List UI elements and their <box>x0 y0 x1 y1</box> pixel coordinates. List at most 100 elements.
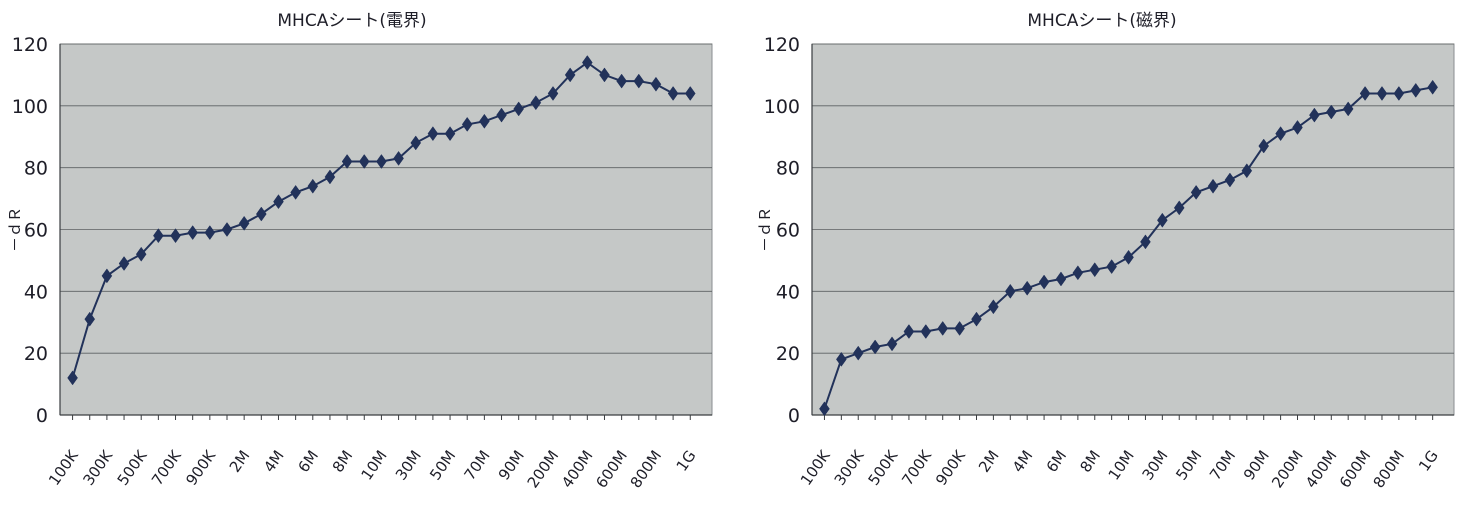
x-tick-label: 200M <box>524 447 563 491</box>
x-tick-label: 500K <box>114 446 151 489</box>
chart-title: MHCAシート(電界) <box>277 11 426 31</box>
data-point <box>1376 86 1388 101</box>
y-tick-label: 60 <box>776 220 800 242</box>
data-point <box>84 311 96 327</box>
data-point <box>496 107 507 123</box>
data-point <box>67 370 78 386</box>
x-tick-label: 2M <box>975 447 1003 476</box>
data-point <box>667 86 679 101</box>
y-tick-label: 120 <box>764 34 800 56</box>
data-point <box>290 184 301 200</box>
x-tick-label: 1G <box>1415 447 1442 475</box>
data-point <box>341 154 353 169</box>
x-tick-label: 200M <box>1268 447 1307 491</box>
data-point <box>582 55 593 70</box>
x-tick-label: 10M <box>1105 447 1138 484</box>
x-tick-label: 600M <box>1336 447 1375 491</box>
data-point <box>937 321 949 336</box>
x-tick-label: 2M <box>226 447 254 476</box>
x-tick-label: 4M <box>1009 447 1037 476</box>
data-point <box>903 324 915 339</box>
data-point <box>530 95 542 111</box>
data-point <box>1292 120 1303 135</box>
data-point <box>461 116 473 132</box>
data-point <box>1258 138 1270 154</box>
x-tick-label: 100K <box>797 446 834 489</box>
data-point <box>869 339 881 355</box>
data-point <box>1359 86 1371 101</box>
data-point <box>1241 163 1253 179</box>
x-tick-label: 1G <box>673 447 700 475</box>
data-point <box>852 345 864 361</box>
x-tick-label: 900K <box>182 446 219 489</box>
x-tick-label: 8M <box>1076 447 1104 476</box>
x-tick-label: 300K <box>831 446 868 489</box>
x-tick-label: 90M <box>495 447 528 484</box>
y-tick-label: 0 <box>788 405 800 427</box>
x-tick-label: 10M <box>358 447 391 484</box>
data-point <box>616 73 627 89</box>
data-point <box>819 401 830 417</box>
data-point <box>118 256 130 271</box>
x-tick-label: 70M <box>1206 447 1239 484</box>
data-point <box>1123 249 1134 265</box>
data-point <box>256 206 267 222</box>
y-tick-label: 40 <box>24 281 48 303</box>
x-tick-label: 50M <box>426 447 459 484</box>
x-tick-label: 800M <box>627 447 666 491</box>
data-point <box>273 194 284 210</box>
x-tick-label: 800M <box>1370 447 1409 491</box>
x-tick-label: 700K <box>148 446 185 489</box>
data-point <box>221 222 233 237</box>
x-tick-label: 4M <box>260 447 288 476</box>
x-tick-label: 300K <box>79 446 116 489</box>
data-point <box>1072 265 1084 281</box>
x-tick-label: 70M <box>461 447 494 484</box>
x-tick-label: 30M <box>1139 447 1172 484</box>
x-tick-label: 400M <box>1302 447 1341 491</box>
data-point <box>187 225 198 241</box>
data-point <box>1157 212 1168 228</box>
x-tick-label: 700K <box>898 446 935 489</box>
y-axis-label: －ｄＲ <box>6 207 24 252</box>
chart-title: MHCAシート(磁界) <box>1027 11 1176 31</box>
data-point <box>135 246 147 262</box>
x-tick-label: 30M <box>392 447 425 484</box>
x-tick-label: 90M <box>1240 447 1273 484</box>
data-point <box>1410 82 1422 98</box>
data-point <box>1427 79 1438 95</box>
data-point <box>1038 274 1050 290</box>
data-point <box>633 73 645 89</box>
data-point <box>393 150 404 166</box>
y-tick-label: 80 <box>776 158 800 180</box>
data-point <box>376 154 387 169</box>
data-point <box>1021 280 1033 296</box>
data-point <box>307 178 319 194</box>
data-point <box>1309 107 1320 123</box>
data-point <box>410 135 422 151</box>
data-point <box>1089 262 1101 278</box>
y-tick-label: 20 <box>24 343 48 365</box>
data-point <box>427 126 439 142</box>
data-point <box>684 86 696 101</box>
data-point <box>954 321 965 336</box>
data-point <box>1325 104 1337 120</box>
data-point <box>564 67 576 83</box>
data-point <box>153 228 164 244</box>
data-point <box>324 169 336 185</box>
data-point <box>988 299 999 315</box>
x-tick-label: 600M <box>592 447 631 491</box>
data-point <box>1393 86 1405 101</box>
data-point <box>513 101 524 117</box>
x-tick-label: 400M <box>558 447 597 491</box>
data-point <box>1055 271 1067 287</box>
data-point <box>238 215 250 231</box>
data-point <box>1342 101 1354 117</box>
data-point <box>1140 234 1151 250</box>
x-tick-label: 900K <box>932 446 969 489</box>
y-tick-label: 40 <box>776 281 800 303</box>
data-point <box>170 228 181 244</box>
